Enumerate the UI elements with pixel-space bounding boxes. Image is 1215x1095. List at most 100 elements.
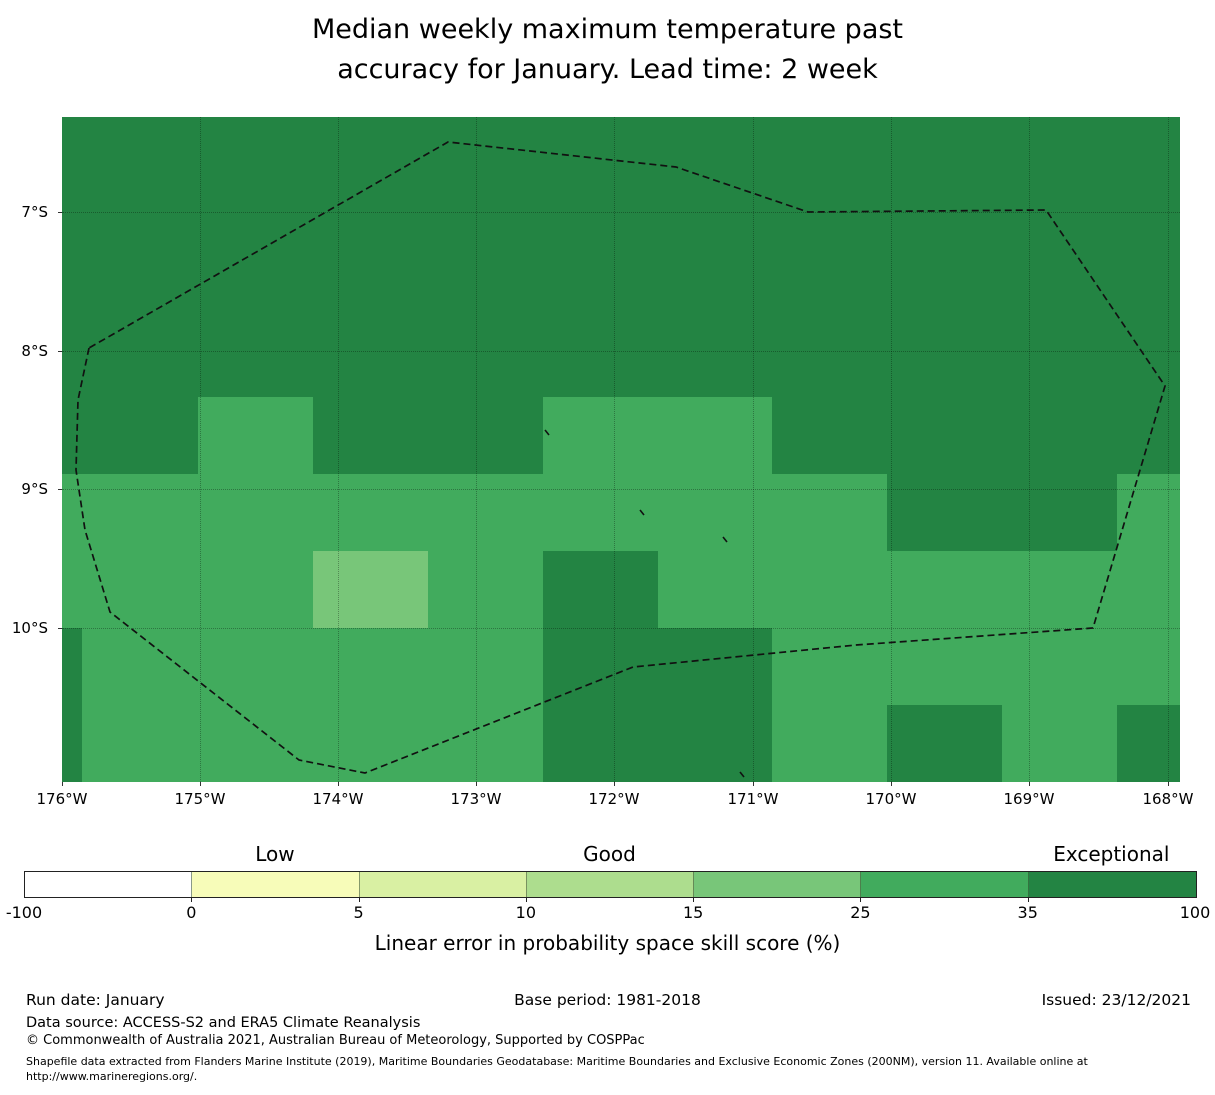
map-cell: [62, 628, 82, 705]
map-cell: [428, 551, 543, 628]
y-axis-tick-label: 10°S: [11, 619, 48, 637]
x-axis-tickmark: [614, 782, 615, 786]
map-cell: [658, 243, 772, 320]
map-cell: [428, 474, 543, 551]
map-cell: [543, 243, 658, 320]
x-axis-tick-label: 173°W: [450, 790, 502, 808]
footer-data-source: Data source: ACCESS-S2 and ERA5 Climate …: [26, 1015, 421, 1031]
map-cell: [1117, 551, 1180, 628]
map-cell: [772, 628, 887, 705]
map-cell: [313, 166, 428, 243]
map-cell: [1117, 628, 1180, 705]
map-cell: [198, 628, 313, 705]
longitude-gridline: [476, 117, 477, 782]
map-cell: [62, 551, 82, 628]
footer-shapefile-note: Shapefile data extracted from Flanders M…: [26, 1055, 1088, 1083]
colorbar-segment: [192, 872, 360, 897]
map-cell: [1002, 166, 1117, 243]
colorbar-category-label: Exceptional: [1053, 842, 1170, 866]
map-cell: [887, 117, 1002, 166]
footer-issued: Issued: 23/12/2021: [1041, 991, 1191, 1009]
map-cell: [1002, 551, 1117, 628]
islet-mark: [739, 771, 745, 778]
map-cell: [313, 705, 428, 782]
map-cell: [772, 551, 887, 628]
map-cell: [543, 474, 658, 551]
colorbar-tick-label: 10: [515, 903, 537, 922]
map-cell: [543, 551, 658, 628]
y-axis-tick-label: 7°S: [21, 203, 48, 221]
map-cell: [62, 320, 82, 397]
map-cell: [1002, 705, 1117, 782]
map-cell: [772, 705, 887, 782]
colorbar-tick-label: 0: [186, 903, 197, 922]
x-axis-tickmark: [753, 782, 754, 786]
footer-copyright: © Commonwealth of Australia 2021, Austra…: [26, 1033, 645, 1048]
map-cell: [82, 117, 198, 166]
longitude-gridline: [338, 117, 339, 782]
islet-mark: [639, 509, 645, 516]
map-cell: [428, 705, 543, 782]
eez-dashed-boundary: [75, 141, 1166, 774]
map-cell: [658, 474, 772, 551]
colorbar-segment: [359, 872, 527, 897]
map-cell: [62, 474, 82, 551]
map-cell: [428, 166, 543, 243]
x-axis-tickmark: [1029, 782, 1030, 786]
islet-marks: [544, 429, 745, 778]
colorbar-segment: [694, 872, 862, 897]
colorbar-category-label: Good: [583, 842, 636, 866]
map-cell: [887, 705, 1002, 782]
map-cell: [198, 320, 313, 397]
map-cell: [543, 320, 658, 397]
map-cell: [772, 320, 887, 397]
map-cell: [313, 397, 428, 474]
map-cell: [1002, 117, 1117, 166]
colorbar-segment: [526, 872, 695, 897]
x-axis-tick-label: 171°W: [727, 790, 779, 808]
map-cell: [82, 397, 198, 474]
colorbar-segment: [1028, 872, 1196, 897]
y-axis-tick-label: 9°S: [21, 480, 48, 498]
map-cell: [658, 628, 772, 705]
x-axis-tickmark: [62, 782, 63, 786]
map-cell: [82, 474, 198, 551]
longitude-gridline: [891, 117, 892, 782]
map-cell: [658, 320, 772, 397]
map-cell: [62, 166, 82, 243]
y-axis-tickmark: [58, 212, 62, 213]
x-axis-tickmark: [200, 782, 201, 786]
map-cell: [313, 117, 428, 166]
map-cell: [887, 243, 1002, 320]
latitude-gridline: [62, 628, 1180, 629]
map-cell: [82, 705, 198, 782]
map-cell: [543, 166, 658, 243]
colorbar-caption: Linear error in probability space skill …: [374, 931, 841, 955]
x-axis-tick-label: 170°W: [865, 790, 917, 808]
map-cell: [82, 320, 198, 397]
map-cell: [1002, 397, 1117, 474]
map-cell: [887, 320, 1002, 397]
longitude-gridline: [753, 117, 754, 782]
map-cell: [772, 474, 887, 551]
longitude-gridline: [614, 117, 615, 782]
map-cell: [1002, 474, 1117, 551]
map-cell: [62, 243, 82, 320]
map-cell: [198, 551, 313, 628]
map-cell: [313, 551, 428, 628]
y-axis-tickmark: [58, 489, 62, 490]
longitude-gridline: [200, 117, 201, 782]
x-axis-tickmark: [1168, 782, 1169, 786]
map-cell: [313, 628, 428, 705]
y-axis-tickmark: [58, 351, 62, 352]
map-cell: [658, 397, 772, 474]
x-axis-tickmark: [338, 782, 339, 786]
x-axis-tick-label: 174°W: [312, 790, 364, 808]
x-axis-tick-label: 176°W: [36, 790, 88, 808]
colorbar-tick-label: -100: [5, 903, 43, 922]
map-cell: [313, 243, 428, 320]
map-cell: [1117, 320, 1180, 397]
map-cell: [887, 551, 1002, 628]
latitude-gridline: [62, 489, 1180, 490]
